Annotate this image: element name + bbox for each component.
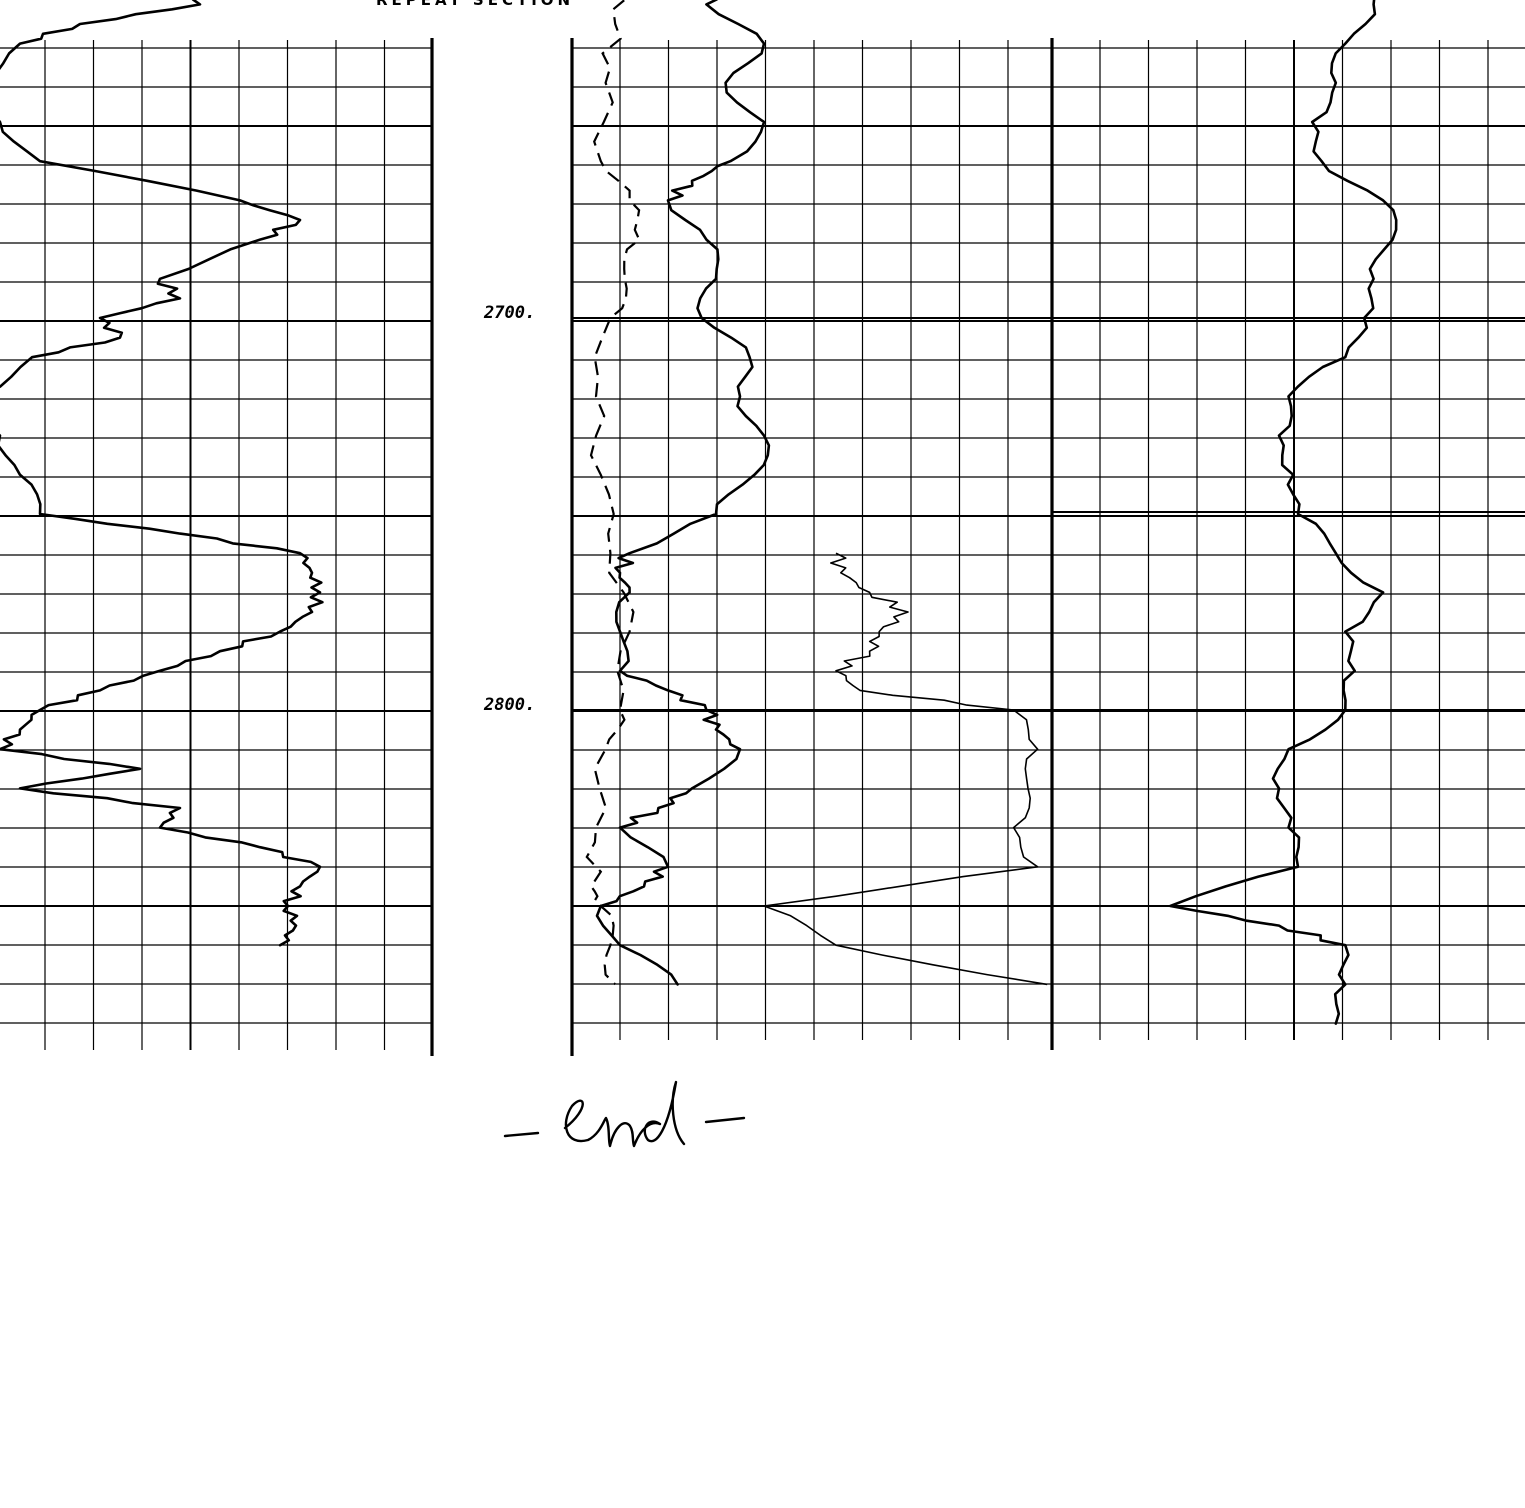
chart-title: REPEAT SECTION bbox=[376, 0, 575, 9]
depth-label-2700: 2700. bbox=[483, 303, 535, 323]
log-curve-track2-series2 bbox=[595, 0, 771, 986]
log-curve-track1-series1 bbox=[0, 0, 324, 947]
log-curve-track2-series1 bbox=[585, 0, 641, 986]
end-note-handwritten bbox=[503, 1080, 746, 1148]
curve-layer bbox=[0, 0, 1398, 1025]
log-curve-track2-series3 bbox=[763, 552, 1048, 986]
depth-label-2800: 2800. bbox=[483, 695, 535, 715]
log-curve-track3-series1 bbox=[1169, 0, 1398, 1025]
grid-layer bbox=[0, 38, 1525, 1056]
